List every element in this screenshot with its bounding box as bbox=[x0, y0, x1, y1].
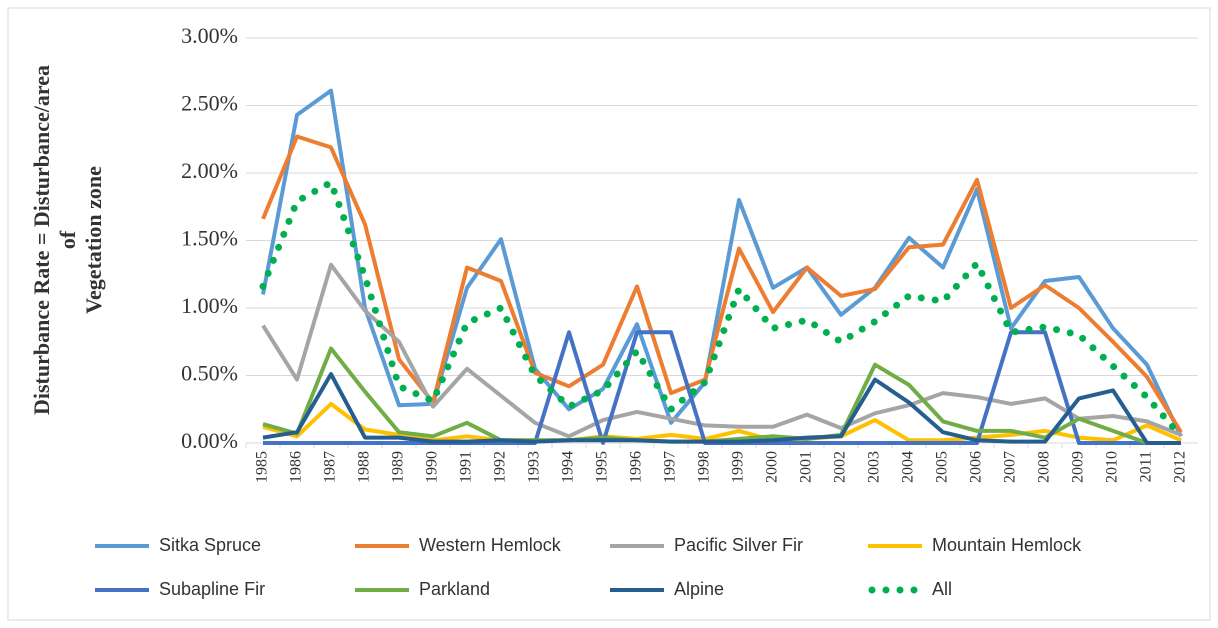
y-axis-label: Disturbance Rate = Disturbance/area of Veg… bbox=[29, 65, 106, 415]
x-tick-label: 1988 bbox=[356, 451, 373, 483]
x-tick-label: 2009 bbox=[1070, 451, 1087, 483]
x-tick-label: 2011 bbox=[1138, 451, 1155, 482]
x-tick-label: 1994 bbox=[560, 451, 577, 483]
x-tick-label: 2003 bbox=[866, 451, 883, 483]
x-tick-label: 1990 bbox=[424, 451, 441, 483]
legend-label: Western Hemlock bbox=[419, 535, 562, 555]
x-tick-label: 1998 bbox=[696, 451, 713, 483]
x-tick-label: 1985 bbox=[254, 451, 271, 483]
x-tick-label: 2000 bbox=[764, 451, 781, 483]
x-tick-label: 2004 bbox=[900, 451, 917, 483]
legend-label: Mountain Hemlock bbox=[932, 535, 1082, 555]
x-tick-label: 1997 bbox=[662, 451, 679, 483]
y-tick-label: 0.50% bbox=[181, 361, 238, 386]
x-tick-label: 1996 bbox=[628, 451, 645, 483]
y-tick-label: 2.00% bbox=[181, 158, 238, 183]
x-tick-label: 1987 bbox=[322, 451, 339, 483]
legend-label: Subapline Fir bbox=[159, 579, 265, 599]
legend-label: Parkland bbox=[419, 579, 490, 599]
x-tick-label: 2006 bbox=[968, 451, 985, 483]
y-axis-label-line: Disturbance Rate = Disturbance/area bbox=[29, 65, 54, 415]
y-axis-label-line: Vegetation zone bbox=[81, 166, 106, 314]
x-tick-label: 2005 bbox=[934, 451, 951, 483]
x-tick-label: 1999 bbox=[730, 451, 747, 483]
x-tick-label: 2007 bbox=[1002, 451, 1019, 483]
y-tick-label: 3.00% bbox=[181, 23, 238, 48]
series-line bbox=[262, 372, 1181, 445]
x-tick-label: 1995 bbox=[594, 451, 611, 483]
x-tick-label: 1989 bbox=[390, 451, 407, 483]
x-tick-label: 2008 bbox=[1036, 451, 1053, 483]
legend-label: Pacific Silver Fir bbox=[674, 535, 803, 555]
series-line bbox=[261, 88, 1183, 438]
series-line bbox=[259, 178, 1185, 440]
chart-border bbox=[7, 7, 1211, 621]
x-tick-label: 2010 bbox=[1104, 451, 1121, 483]
y-tick-label: 2.50% bbox=[181, 91, 238, 116]
y-tick-label: 1.50% bbox=[181, 226, 238, 251]
x-tick-label: 1991 bbox=[458, 451, 475, 483]
y-tick-label: 0.00% bbox=[181, 428, 238, 453]
legend-label: All bbox=[932, 579, 952, 599]
series-line bbox=[261, 262, 1182, 439]
legend-label: Sitka Spruce bbox=[159, 535, 261, 555]
x-tick-label: 2002 bbox=[832, 451, 849, 483]
series-line bbox=[261, 134, 1183, 434]
x-tick-label: 1992 bbox=[492, 451, 509, 483]
x-tick-label: 1993 bbox=[526, 451, 543, 483]
x-tick-label: 1986 bbox=[288, 451, 305, 483]
y-axis-label-line: of bbox=[55, 230, 80, 249]
y-tick-label: 1.00% bbox=[181, 293, 238, 318]
x-tick-label: 2012 bbox=[1172, 451, 1189, 483]
x-tick-label: 2001 bbox=[798, 451, 815, 483]
legend-label: Alpine bbox=[674, 579, 724, 599]
